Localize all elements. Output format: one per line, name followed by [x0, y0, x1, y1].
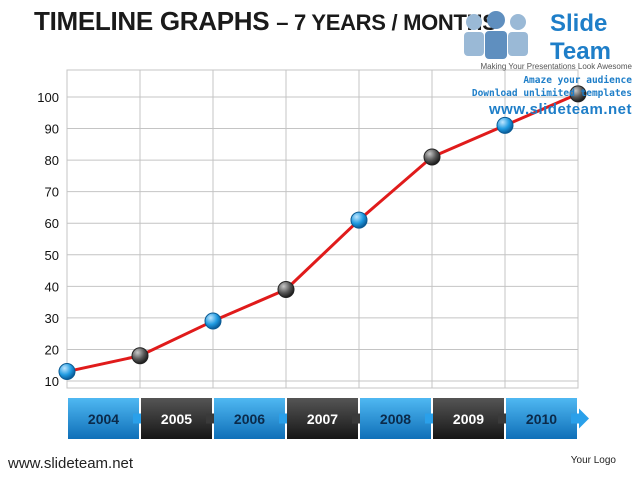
title-main: TIMELINE GRAPHS: [34, 6, 270, 36]
y-axis-ticks: 10 20 30 40 50 60 70 80 90 100: [37, 90, 59, 389]
data-point: [569, 85, 587, 103]
year-label: 2005: [161, 411, 192, 427]
year-box: [68, 398, 139, 439]
footer-url[interactable]: www.slideteam.net: [8, 455, 134, 472]
data-point: [58, 363, 76, 381]
team-logo-icon: [464, 11, 528, 59]
y-tick-label: 90: [45, 122, 59, 137]
series-line-group: [66, 92, 579, 373]
data-point: [496, 116, 514, 134]
marker-group: [58, 85, 587, 381]
y-tick-label: 80: [45, 153, 59, 168]
data-point: [423, 148, 441, 166]
timeline-arrow: [571, 408, 589, 429]
year-box: [506, 398, 577, 439]
y-tick-label: 60: [45, 216, 59, 231]
year-box: [287, 398, 358, 439]
plot-frame: [66, 69, 579, 389]
year-box: [214, 398, 285, 439]
page-title: TIMELINE GRAPHS – 7 YEARS / MONTHS: [34, 6, 497, 37]
data-point: [350, 211, 368, 229]
y-tick-label: 40: [45, 279, 59, 294]
series-line: [66, 92, 579, 373]
year-label: 2008: [380, 411, 411, 427]
data-point: [131, 347, 149, 365]
y-tick-label: 10: [45, 374, 59, 389]
brand-name-team: Team: [550, 38, 611, 65]
year-label: 2010: [526, 411, 557, 427]
timeline-bar: 2004 2005 2006 2007 2008 2009 2010: [68, 398, 589, 439]
year-label: 2006: [234, 411, 265, 427]
year-box: [433, 398, 504, 439]
year-label: 2004: [88, 411, 119, 427]
y-tick-label: 100: [37, 90, 59, 105]
footer-logo-text: Your Logo: [570, 455, 616, 466]
title-subtitle: – 7 YEARS / MONTHS: [276, 10, 497, 35]
y-tick-label: 20: [45, 342, 59, 357]
year-box: [360, 398, 431, 439]
year-box: [141, 398, 212, 439]
promo-line-2: Download unlimited templates: [471, 88, 632, 99]
brand-logo: Slide Team Making Your Presentations Loo…: [452, 4, 632, 122]
data-point: [277, 280, 295, 298]
year-label: 2009: [453, 411, 484, 427]
data-point: [204, 312, 222, 330]
y-tick-label: 70: [45, 185, 59, 200]
year-label: 2007: [307, 411, 338, 427]
y-tick-label: 50: [45, 248, 59, 263]
brand-url[interactable]: www.slideteam.net: [489, 101, 632, 118]
brand-name-slide: Slide: [550, 10, 608, 37]
y-tick-label: 30: [45, 311, 59, 326]
brand-tagline: Making Your Presentations Look Awesome: [480, 62, 632, 71]
promo-line-1: Amaze your audience: [523, 75, 632, 86]
